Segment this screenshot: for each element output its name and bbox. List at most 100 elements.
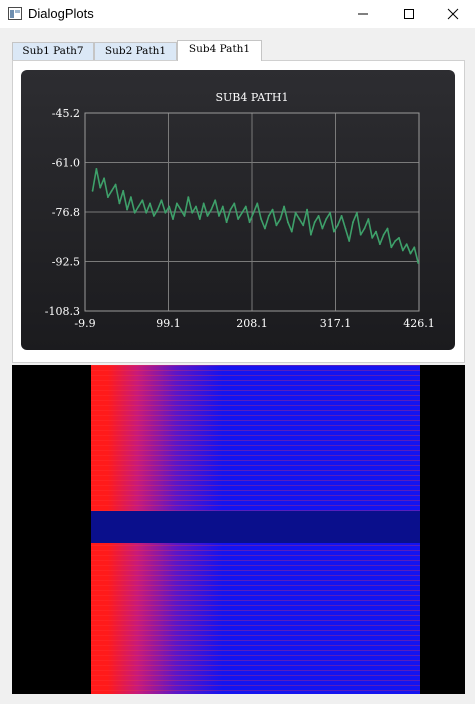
y-tick-label: -76.8 <box>52 206 80 219</box>
series-point <box>390 246 393 249</box>
spectrogram-plot <box>91 365 420 694</box>
series-point <box>244 205 247 208</box>
x-tick-label: 99.1 <box>156 317 181 330</box>
series-point <box>126 208 128 211</box>
series-point <box>241 211 243 214</box>
series-point <box>321 227 324 230</box>
series-point <box>409 252 412 255</box>
series-point <box>298 218 301 220</box>
series-point <box>371 236 374 239</box>
series-point <box>329 211 331 214</box>
series-point <box>175 202 178 205</box>
series-point <box>287 221 289 224</box>
series-point <box>405 243 408 246</box>
series-point <box>340 215 343 217</box>
title-bar: DialogPlots <box>0 0 475 28</box>
series-point <box>114 183 117 186</box>
series-point <box>179 208 182 211</box>
window-title: DialogPlots <box>28 6 94 21</box>
series-point <box>279 218 282 220</box>
line-chart: -9.9 99.1 208.1 317.1 426.1 -45.2 -61.0 -76.8 -9… <box>45 91 435 330</box>
series-point <box>160 199 163 202</box>
series-point <box>382 233 385 236</box>
series-point <box>202 202 205 205</box>
series-point <box>344 227 347 230</box>
series-point <box>267 215 270 217</box>
minimize-icon <box>357 13 368 15</box>
tab-sub4-path1[interactable]: Sub4 Path1 <box>177 40 262 61</box>
maximize-icon <box>403 9 414 19</box>
series-point <box>271 208 274 211</box>
series-point <box>145 211 148 214</box>
series-point <box>417 262 420 264</box>
series-point <box>122 189 125 192</box>
series-point <box>310 233 312 236</box>
chart-title: SUB4 PATH1 <box>215 91 288 104</box>
close-icon <box>447 8 458 20</box>
series-point <box>355 211 358 214</box>
series-point <box>149 202 151 205</box>
y-tick-label: -92.5 <box>52 256 80 269</box>
series-point <box>221 205 224 208</box>
series-point <box>398 236 400 239</box>
series-point <box>152 215 155 217</box>
series-point <box>252 211 255 214</box>
spectrogram <box>12 365 465 694</box>
series-point <box>302 224 305 227</box>
series-point <box>325 218 328 220</box>
series-point <box>133 211 136 214</box>
series-point <box>95 167 98 170</box>
series-point <box>363 227 366 230</box>
tab-sub2-path1[interactable]: Sub2 Path1 <box>94 42 177 60</box>
series-point <box>129 196 132 198</box>
series-point <box>317 215 320 217</box>
series-point <box>290 230 293 233</box>
series-point <box>156 208 159 211</box>
y-tick-label: -61.0 <box>52 157 80 170</box>
series-point <box>103 177 105 180</box>
series-point <box>99 186 102 189</box>
series-point <box>187 196 190 198</box>
series-point <box>275 224 278 227</box>
series-point <box>172 218 174 220</box>
series-point <box>107 196 109 198</box>
series-point <box>141 199 144 202</box>
series-point <box>332 230 335 233</box>
series-point <box>413 246 416 249</box>
maximize-button[interactable] <box>386 0 431 28</box>
series-point <box>352 221 354 224</box>
y-tick-label: -108.3 <box>45 305 80 318</box>
x-tick-label: 208.1 <box>236 317 268 330</box>
series-point <box>183 215 186 217</box>
series-point <box>336 224 339 227</box>
series-point <box>118 202 121 205</box>
series-point <box>378 243 381 246</box>
close-button[interactable] <box>430 0 475 28</box>
series-point <box>359 233 362 236</box>
series-point <box>229 208 232 211</box>
series-point <box>256 202 259 205</box>
plot-frame <box>84 112 420 312</box>
line-chart-card: -9.9 99.1 208.1 317.1 426.1 -45.2 -61.0 -76.8 -9… <box>21 70 455 350</box>
series-point <box>283 205 285 208</box>
series-point <box>260 218 263 220</box>
series-point <box>210 208 213 211</box>
series-point <box>91 189 94 192</box>
series-point <box>206 215 209 217</box>
series-point <box>195 205 197 208</box>
series-point <box>294 211 297 214</box>
series-point <box>237 218 240 220</box>
series-point <box>264 227 266 230</box>
x-tick-label: 426.1 <box>403 317 435 330</box>
x-tick-label: -9.9 <box>74 317 95 330</box>
series-point <box>191 211 194 214</box>
tab-sub1-path7[interactable]: Sub1 Path7 <box>12 42 94 60</box>
series-point <box>348 240 351 242</box>
series-point <box>164 211 167 214</box>
series-point <box>168 205 171 208</box>
x-tick-label: 317.1 <box>320 317 352 330</box>
series-point <box>306 208 308 211</box>
minimize-button[interactable] <box>340 0 385 28</box>
series-point <box>386 227 389 230</box>
series-point <box>233 202 236 205</box>
